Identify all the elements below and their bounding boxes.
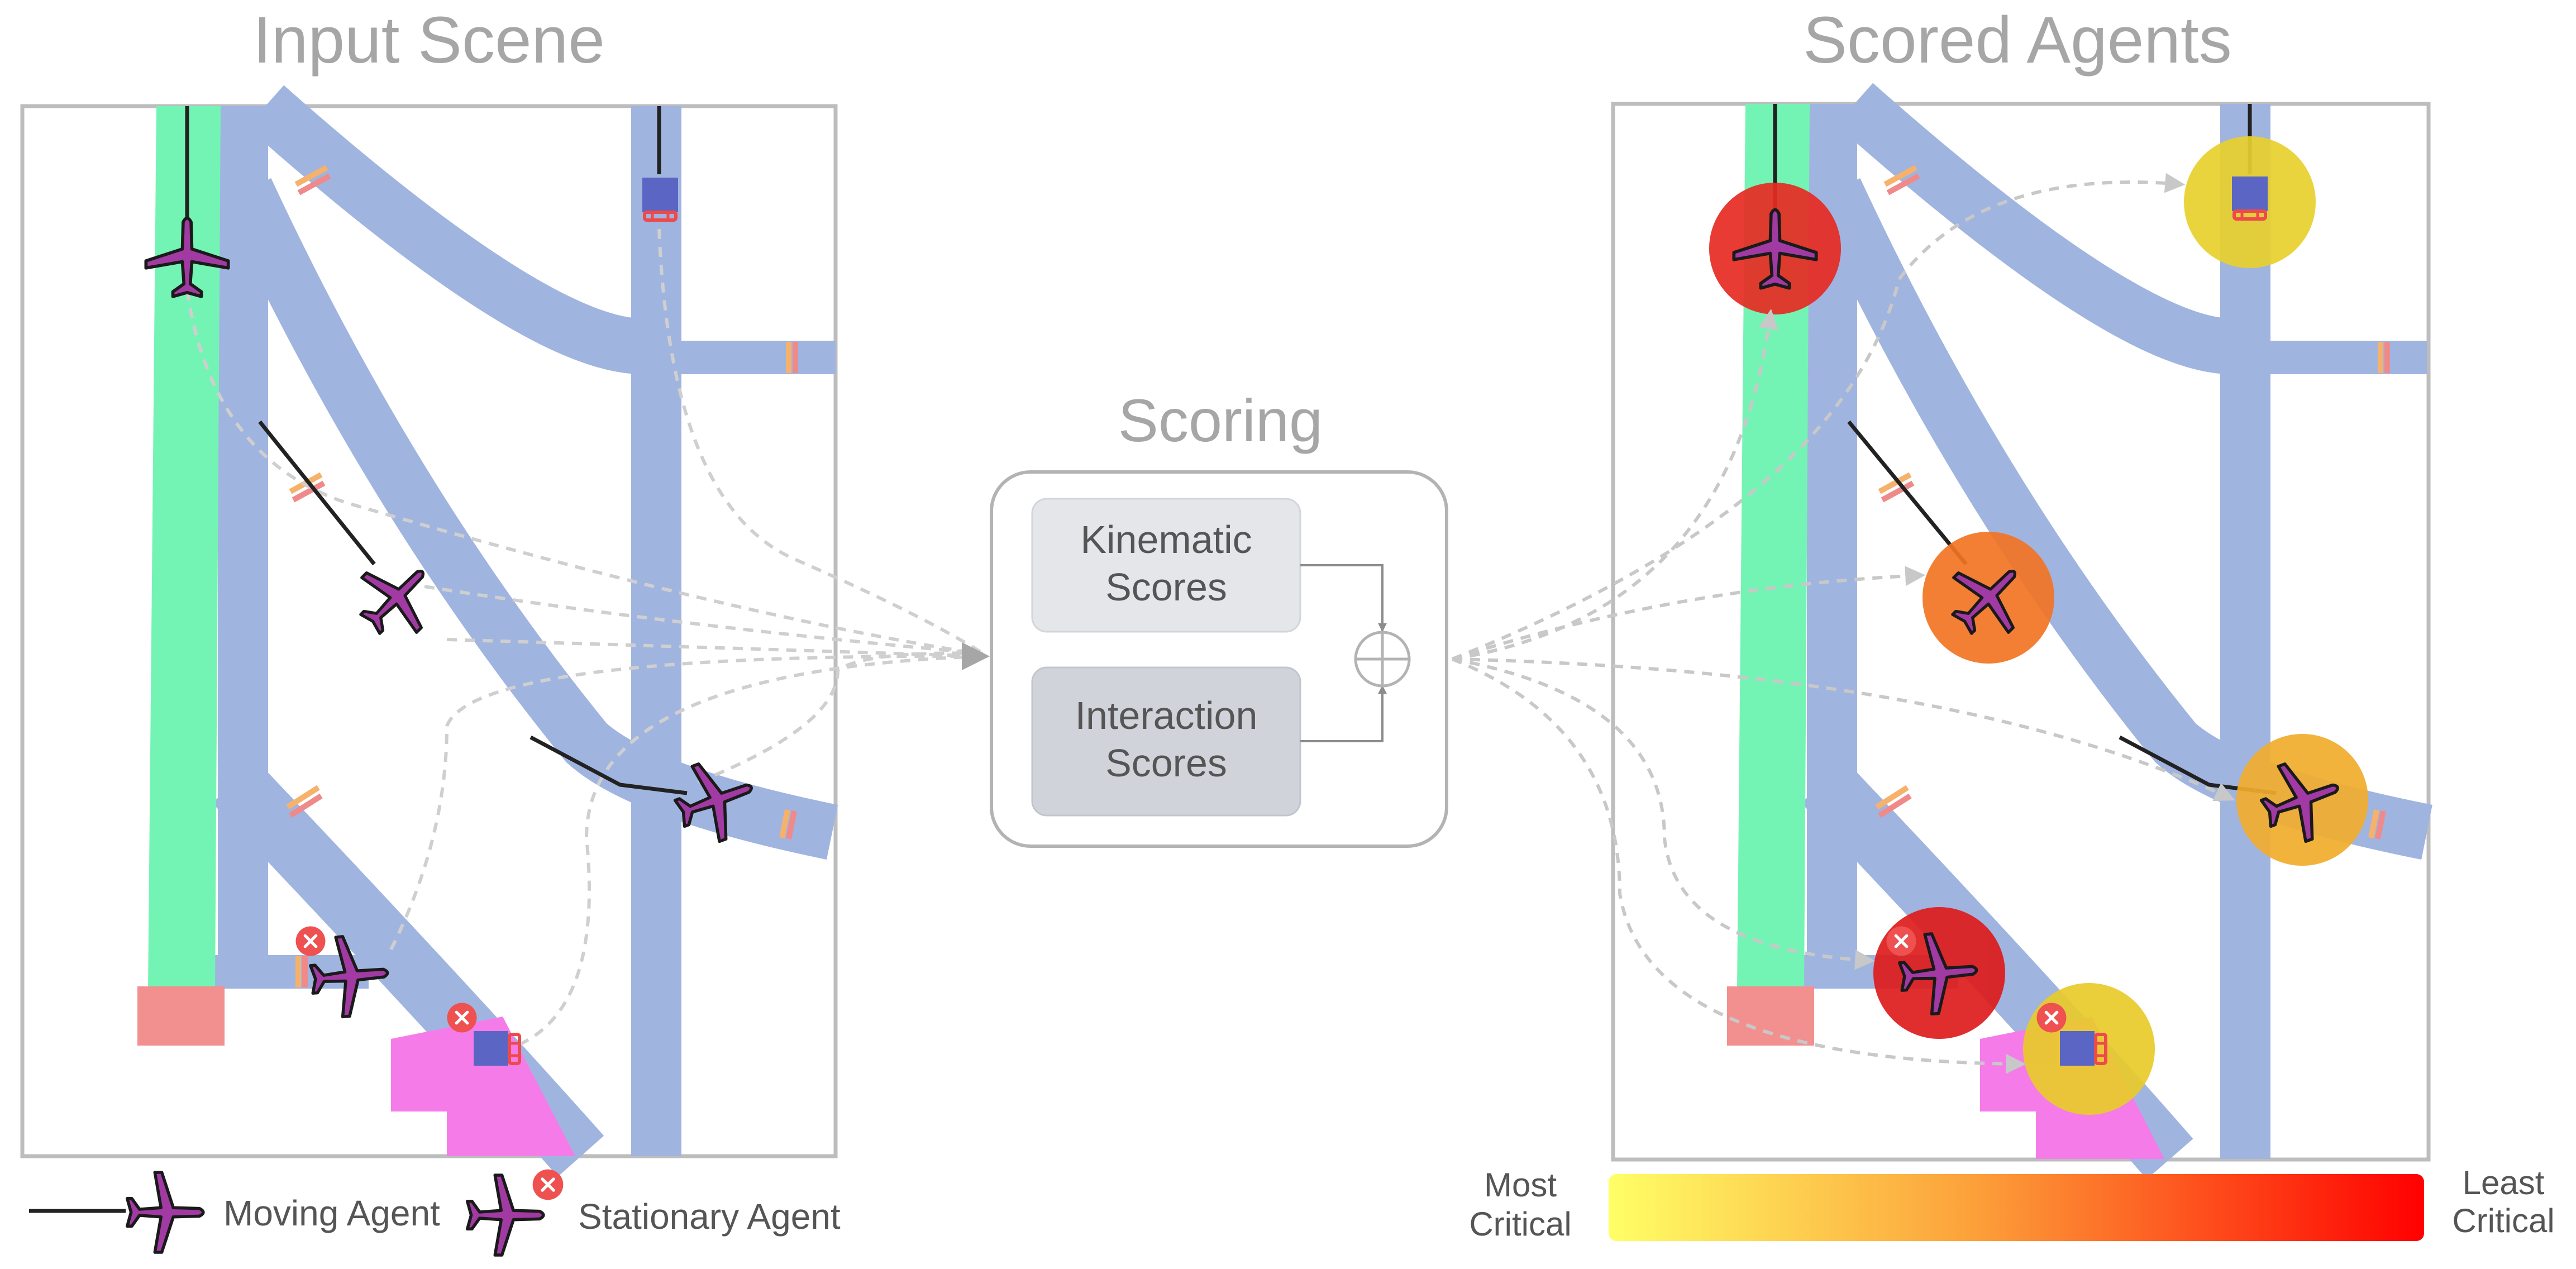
gate (1727, 986, 1814, 1046)
input-arrowhead (962, 642, 990, 670)
kinematic-scores-line1: Kinematic (1080, 518, 1252, 561)
interaction-scores-line2: Scores (1105, 741, 1227, 785)
stationary-agent-label: Stationary Agent (578, 1196, 841, 1237)
scored-agents-map (1451, 83, 2432, 1180)
hold-short-markers (1875, 165, 2390, 839)
apron (391, 1017, 575, 1156)
stationary-x-badge-icon (447, 1003, 477, 1033)
stationary-x-badge-icon (533, 1170, 564, 1200)
stationary-x-badge-icon (2037, 1003, 2067, 1033)
scoring-module: Kinematic Scores Interaction Scores (990, 470, 1448, 848)
circle-plus-icon (1354, 631, 1411, 688)
runway (148, 106, 221, 989)
future-trajectories (185, 228, 984, 1046)
runway (1737, 104, 1810, 989)
vehicle-agent-top (642, 178, 678, 220)
vehicle-agent-top (2232, 176, 2268, 219)
score-connectors (1300, 564, 1387, 742)
past-trajectories (185, 106, 688, 795)
most-critical-line1: Most (1484, 1166, 1557, 1204)
legend: Moving Agent Stationary Agent (29, 1170, 841, 1255)
gate (137, 986, 225, 1046)
kinematic-scores-line2: Scores (1105, 565, 1227, 609)
score-assignment-arrows (1451, 173, 2235, 1074)
scoring-title: Scoring (1118, 387, 1323, 454)
scored-agents-title: Scored Agents (1803, 3, 2232, 77)
interaction-scores-line1: Interaction (1075, 694, 1258, 737)
criticality-colorbar: Most Critical Least Critical (1469, 1164, 2554, 1243)
most-critical-line2: Critical (1469, 1205, 1571, 1243)
stationary-x-badge-icon (296, 927, 326, 956)
stationary-x-badge-icon (1887, 927, 1916, 956)
least-critical-line2: Critical (2452, 1202, 2554, 1239)
moving-agent-label: Moving Agent (223, 1193, 440, 1233)
input-scene-map (20, 85, 984, 1177)
criticality-gradient-bar (1609, 1174, 2424, 1241)
stationary-agent-legend-icon (468, 1175, 543, 1255)
input-scene-title: Input Scene (253, 3, 605, 77)
moving-agent-legend-icon (127, 1172, 203, 1252)
least-critical-line1: Least (2463, 1164, 2545, 1201)
hold-short-markers (286, 165, 798, 987)
